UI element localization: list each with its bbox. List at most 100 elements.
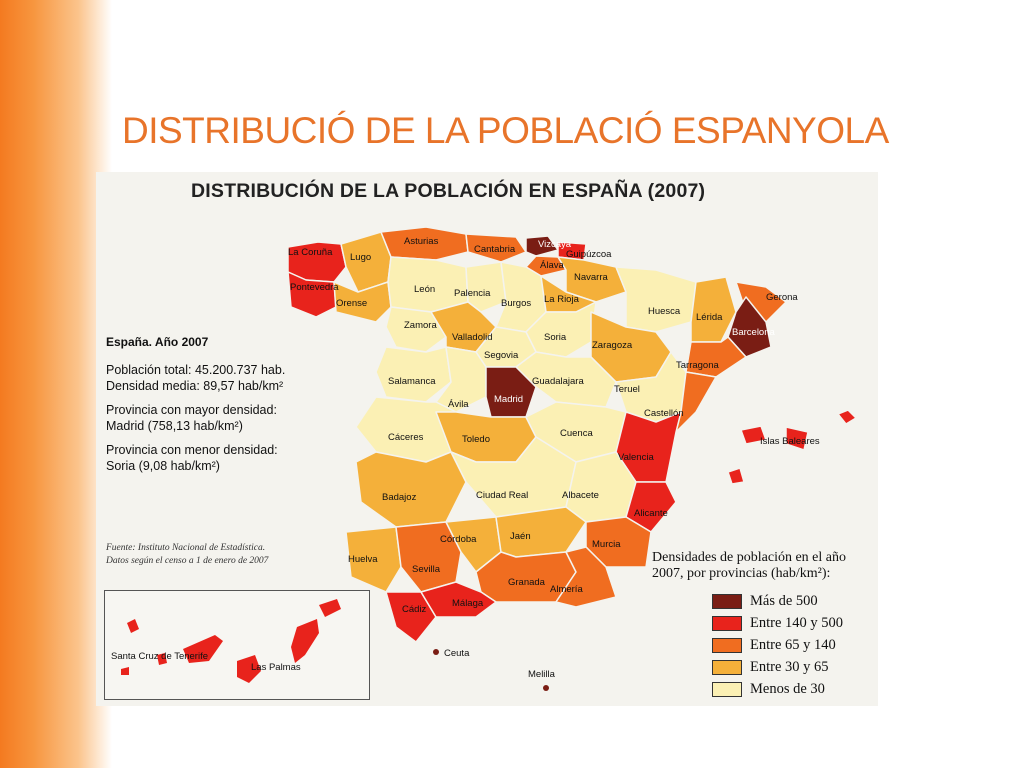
province-vizcaya: [525, 235, 559, 257]
label-cadiz: Cádiz: [402, 604, 427, 615]
label-albacete: Albacete: [562, 490, 599, 501]
label-toledo: Toledo: [462, 434, 490, 445]
population-map-figure: DISTRIBUCIÓN DE LA POBLACIÓN EN ESPAÑA (…: [96, 172, 878, 706]
legend-item: Menos de 30: [652, 678, 846, 700]
map-legend: Densidades de población en el año 2007, …: [652, 550, 846, 700]
map-heading: DISTRIBUCIÓN DE LA POBLACIÓN EN ESPAÑA (…: [191, 180, 706, 202]
label-pontevedra: Pontevedra: [290, 282, 339, 293]
canary-islands-map: Santa Cruz de Tenerife Las Palmas: [111, 599, 341, 683]
province-navarra: [557, 256, 627, 303]
legend-label: Entre 140 y 500: [750, 614, 844, 631]
legend-title-line-2: 2007, por provincias (hab/km²):: [652, 566, 831, 581]
legend-swatch: [712, 681, 742, 697]
legend-item: Entre 140 y 500: [652, 612, 846, 634]
decorative-orange-bar: [0, 0, 112, 768]
label-melilla: Melilla: [528, 669, 556, 680]
label-orense: Orense: [336, 298, 367, 309]
label-caceres: Cáceres: [388, 432, 424, 443]
label-ciudad-real: Ciudad Real: [476, 490, 528, 501]
label-islas-baleares: Islas Baleares: [760, 436, 820, 447]
source-line-1: Fuente: Instituto Nacional de Estadístic…: [106, 543, 266, 553]
province-avila: [435, 346, 487, 413]
legend-swatch: [712, 637, 742, 653]
label-lugo: Lugo: [350, 252, 371, 263]
label-castellon: Castellón: [644, 408, 684, 419]
label-almeria: Almería: [550, 584, 583, 595]
stats-min-value: Soria (9,08 hab/km²): [106, 459, 220, 473]
label-zaragoza: Zaragoza: [592, 340, 633, 351]
canary-islands-inset: Santa Cruz de Tenerife Las Palmas: [104, 590, 370, 700]
label-valencia: Valencia: [618, 452, 654, 463]
province-alicante: [625, 481, 677, 533]
legend-item: Entre 65 y 140: [652, 634, 846, 656]
stats-block: España. Año 2007 Población total: 45.200…: [106, 334, 285, 482]
stats-total-population: Población total: 45.200.737 hab.: [106, 363, 286, 377]
label-salamanca: Salamanca: [388, 376, 436, 387]
label-sevilla: Sevilla: [412, 564, 441, 575]
stats-min-label: Provincia con menor densidad:: [106, 443, 278, 457]
island-el-hierro: [121, 667, 129, 675]
label-gerona: Gerona: [766, 292, 798, 303]
legend-label: Entre 65 y 140: [750, 636, 836, 653]
legend-item: Entre 30 y 65: [652, 656, 846, 678]
province-almeria: [555, 546, 617, 608]
island-gran-canaria: [237, 655, 261, 683]
province-guadalajara: [515, 351, 617, 408]
province-salamanca: [375, 346, 452, 403]
label-granada: Granada: [508, 577, 546, 588]
slide-title: DISTRIBUCIÓ DE LA POBLACIÓ ESPANYOLA: [122, 110, 889, 151]
label-lerida: Lérida: [696, 312, 723, 323]
label-navarra: Navarra: [574, 272, 609, 283]
island-fuerteventura: [291, 619, 319, 663]
legend-swatch: [712, 593, 742, 609]
label-segovia: Segovia: [484, 350, 519, 361]
province-caceres: [355, 396, 457, 463]
legend-label: Entre 30 y 65: [750, 658, 829, 675]
label-palencia: Palencia: [454, 288, 491, 299]
stats-max-label: Provincia con mayor densidad:: [106, 403, 277, 417]
legend-title-line-1: Densidades de población en el año: [652, 550, 846, 565]
label-madrid: Madrid: [494, 394, 523, 405]
island-la-gomera: [157, 653, 167, 665]
stats-max-value: Madrid (758,13 hab/km²): [106, 419, 243, 433]
label-las-palmas: Las Palmas: [251, 662, 301, 673]
label-la-rioja: La Rioja: [544, 294, 580, 305]
island-la-palma: [127, 619, 139, 633]
label-cantabria: Cantabria: [474, 244, 516, 255]
label-barcelona: Barcelona: [732, 327, 775, 338]
label-guadalajara: Guadalajara: [532, 376, 584, 387]
label-santa-cruz: Santa Cruz de Tenerife: [111, 651, 208, 662]
stats-header: España. Año 2007: [106, 335, 209, 349]
label-tarragona: Tarragona: [676, 360, 719, 371]
province-badajoz: [355, 451, 467, 528]
label-huelva: Huelva: [348, 554, 378, 565]
label-badajoz: Badajoz: [382, 492, 417, 503]
label-asturias: Asturias: [404, 236, 439, 247]
label-avila: Ávila: [448, 399, 469, 410]
province-cantabria: [465, 233, 527, 263]
label-guipuzcoa: Guipúzcoa: [566, 249, 612, 260]
legend-label: Más de 500: [750, 592, 818, 609]
label-cordoba: Córdoba: [440, 534, 477, 545]
province-islas-baleares: [727, 409, 857, 485]
province-palencia: [465, 261, 507, 313]
ceuta-marker: [433, 649, 439, 655]
legend-item: Más de 500: [652, 590, 846, 612]
province-malaga: [420, 581, 497, 618]
melilla-marker: [543, 685, 549, 691]
label-jaen: Jaén: [510, 531, 531, 542]
label-ceuta: Ceuta: [444, 648, 470, 659]
label-teruel: Teruel: [614, 384, 640, 395]
legend-swatch: [712, 615, 742, 631]
label-alicante: Alicante: [634, 508, 668, 519]
label-la-coruna: La Coruña: [288, 247, 333, 258]
legend-label: Menos de 30: [750, 680, 825, 697]
legend-swatch: [712, 659, 742, 675]
label-zamora: Zamora: [404, 320, 437, 331]
province-cadiz: [385, 591, 437, 643]
label-vizcaya: Vizcaya: [538, 239, 572, 250]
label-burgos: Burgos: [501, 298, 531, 309]
stats-mean-density: Densidad media: 89,57 hab/km²: [106, 379, 284, 393]
source-note: Fuente: Instituto Nacional de Estadístic…: [106, 542, 268, 568]
label-murcia: Murcia: [592, 539, 621, 550]
